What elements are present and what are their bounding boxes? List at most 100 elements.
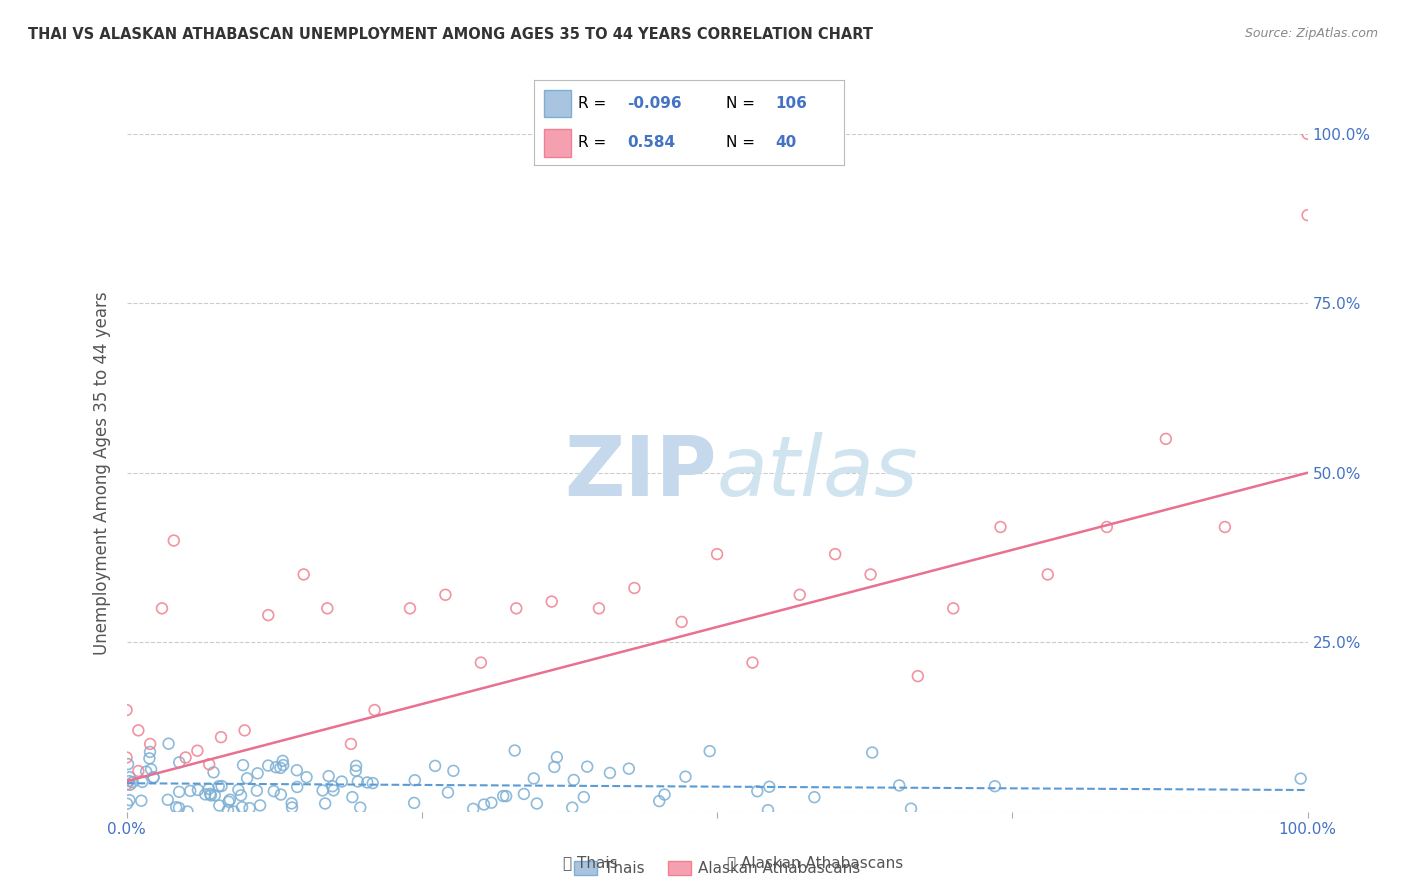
Point [249, 798, 271, 813]
Point [292, 567, 315, 582]
Point [907, 669, 929, 683]
Point [706, 547, 728, 561]
Point [217, 803, 239, 817]
Point [623, 581, 645, 595]
Point [285, 764, 308, 778]
Point [200, 789, 222, 803]
Point [186, 744, 208, 758]
Point [576, 759, 599, 773]
Point [588, 601, 610, 615]
Point [984, 779, 1007, 793]
Point [121, 775, 143, 789]
Point [280, 797, 302, 811]
Point [281, 800, 304, 814]
Point [540, 594, 562, 608]
Point [756, 803, 779, 817]
Text: atlas: atlas [717, 433, 918, 513]
Point [208, 798, 231, 813]
Text: 40: 40 [776, 136, 797, 151]
Point [218, 795, 240, 809]
Point [741, 656, 763, 670]
Point [263, 784, 285, 798]
Text: N =: N = [725, 95, 755, 111]
Legend: Thais, Alaskan Athabascans: Thais, Alaskan Athabascans [568, 855, 866, 882]
Point [1154, 432, 1177, 446]
Point [120, 778, 142, 792]
Point [543, 760, 565, 774]
Point [176, 805, 198, 819]
Point [239, 801, 262, 815]
Point [264, 760, 287, 774]
Point [219, 792, 242, 806]
Point [271, 754, 294, 768]
Point [236, 772, 259, 786]
Point [127, 764, 149, 778]
Point [1296, 127, 1319, 141]
Text: -0.096: -0.096 [627, 95, 682, 111]
Point [118, 793, 141, 807]
Point [654, 788, 676, 802]
Point [990, 520, 1012, 534]
Point [344, 759, 367, 773]
Point [167, 756, 190, 770]
Point [246, 766, 269, 780]
Point [157, 737, 180, 751]
Point [322, 783, 344, 797]
Point [150, 601, 173, 615]
Text: 106: 106 [776, 95, 807, 111]
Point [671, 615, 693, 629]
Point [318, 769, 340, 783]
Point [404, 796, 426, 810]
Point [270, 788, 292, 802]
Point [492, 789, 515, 803]
Point [139, 762, 162, 776]
Point [1213, 520, 1236, 534]
Point [599, 765, 621, 780]
Point [803, 790, 825, 805]
Point [135, 764, 157, 779]
Point [503, 743, 526, 757]
Point [1036, 567, 1059, 582]
Point [617, 762, 640, 776]
Point [233, 723, 256, 738]
Point [208, 780, 231, 794]
Point [139, 737, 162, 751]
Point [198, 787, 221, 801]
Point [562, 772, 585, 787]
Point [118, 774, 141, 789]
Point [211, 779, 233, 793]
Point [342, 790, 364, 805]
Point [513, 787, 536, 801]
Point [257, 758, 280, 772]
Point [229, 789, 252, 803]
FancyBboxPatch shape [544, 129, 571, 157]
Point [194, 788, 217, 802]
FancyBboxPatch shape [544, 89, 571, 117]
Point [257, 608, 280, 623]
Point [165, 800, 187, 814]
Point [222, 805, 245, 819]
Point [115, 797, 138, 811]
Point [232, 758, 254, 772]
Point [316, 601, 339, 615]
Point [572, 790, 595, 805]
Point [167, 785, 190, 799]
Point [1296, 208, 1319, 222]
Point [434, 588, 457, 602]
Text: N =: N = [725, 136, 755, 151]
Point [900, 802, 922, 816]
Point [269, 761, 291, 775]
Point [648, 794, 671, 808]
Point [347, 774, 370, 789]
Point [747, 784, 769, 798]
Point [142, 770, 165, 784]
Point [942, 601, 965, 615]
Point [142, 771, 165, 785]
Point [561, 800, 583, 814]
Point [321, 779, 343, 793]
Point [115, 778, 138, 792]
Point [197, 781, 219, 796]
Point [167, 801, 190, 815]
Point [495, 789, 517, 804]
Point [127, 723, 149, 738]
